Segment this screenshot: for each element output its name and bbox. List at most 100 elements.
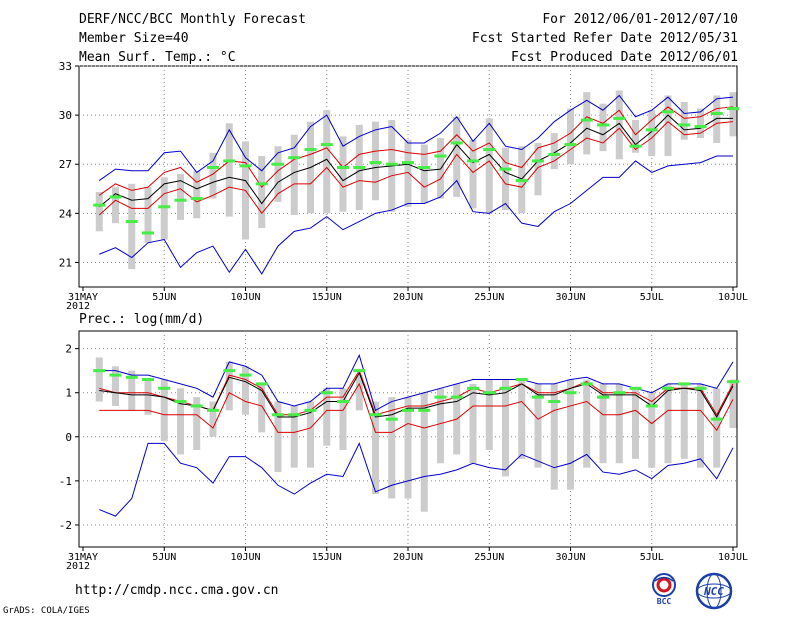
prec-climatology-mark <box>450 395 463 399</box>
temp-range-bar <box>160 177 168 240</box>
prec-series-ensemble-min <box>99 442 734 517</box>
temp-series-ensemble-mean <box>98 114 733 208</box>
prec-climatology-mark <box>613 391 626 395</box>
prec-climatology-mark <box>548 400 561 404</box>
temp-range-bar <box>664 95 672 157</box>
temp-range-bar <box>339 136 347 212</box>
prec-climatology-mark <box>255 382 268 386</box>
ncc-logo-text: NCC <box>703 585 724 598</box>
prec-series-spread-lower <box>99 382 734 433</box>
temp-series-spread-upper <box>98 106 734 196</box>
prec-climatology-mark <box>385 417 398 421</box>
prec-range-bar <box>615 383 623 464</box>
prec-chart: 31MAY 5JUN 10JUN 15JUN 20JUN 25JUN 30JUN 5JUL 10… <box>59 312 748 572</box>
prec-climatology-mark <box>288 413 301 417</box>
header-right: For 2012/06/01-2012/07/10 Fcst Started R… <box>472 12 738 69</box>
temp-climatology-mark <box>645 128 658 132</box>
prec-x-tick-label: 31MAY <box>68 552 98 563</box>
header-left: DERF/NCC/BCC Monthly Forecast Member Siz… <box>79 12 306 69</box>
prec-range-bar <box>388 397 396 499</box>
prec-climatology-mark <box>434 395 447 399</box>
temp-range-bar <box>713 95 721 143</box>
temp-y-tick-label: 33 <box>59 60 72 73</box>
temp-climatology-mark <box>239 164 252 168</box>
prec-climatology-mark <box>727 380 739 384</box>
prec-climatology-mark <box>597 395 609 399</box>
temp-x-tick-label: 20JUN <box>393 292 423 303</box>
temp-range-bar <box>632 120 639 153</box>
temp-climatology-mark <box>125 220 138 224</box>
temp-climatology-mark <box>418 165 431 169</box>
temp-x-tick-label: 31MAY <box>68 292 98 303</box>
temp-range-bar <box>144 187 152 243</box>
prec-range-bar <box>632 388 639 459</box>
prec-climatology-mark <box>662 386 674 390</box>
bcc-logo: BCC <box>652 573 676 606</box>
prec-range-bar <box>648 392 656 468</box>
prec-range-bar <box>437 388 444 464</box>
temp-range-bar <box>274 146 282 202</box>
prec-x-tick-label: 30JUN <box>555 552 585 563</box>
prec-climatology-mark <box>678 382 691 386</box>
prec-range-bar <box>242 366 249 415</box>
prec-range-bar <box>420 392 428 512</box>
temp-series-spread-lower <box>98 120 734 216</box>
temp-climatology-mark <box>109 195 122 199</box>
prec-range-bar <box>95 357 103 402</box>
prec-range-bar <box>713 388 721 468</box>
prec-range-bar <box>290 405 298 468</box>
prec-range-bar <box>193 397 201 451</box>
temp-range-bar <box>209 152 217 199</box>
temp-climatology-mark <box>385 162 398 166</box>
prec-range-bar <box>680 383 688 459</box>
prec-x-tick-label: 25JUN <box>474 552 504 563</box>
prec-range-bar <box>144 379 152 415</box>
member-size: Member Size=40 <box>79 31 189 46</box>
prec-x-tick-label: 20JUN <box>393 552 423 563</box>
temp-range-bar <box>729 92 737 137</box>
temp-climatology-mark <box>710 111 723 115</box>
prec-x-tick-label: 5JUN <box>152 552 176 563</box>
prec-range-bar <box>372 401 379 495</box>
prec-x-tick-label: 10JUN <box>230 552 260 563</box>
temp-climatology-mark <box>207 165 219 169</box>
temp-climatology-mark <box>515 179 528 183</box>
prec-y-tick-label: 2 <box>65 343 72 356</box>
temp-climatology-mark <box>564 143 577 147</box>
prec-climatology-mark <box>402 408 414 412</box>
temp-climatology-mark <box>142 231 154 235</box>
prec-climatology-mark <box>564 391 577 395</box>
temp-climatology-mark <box>174 198 187 202</box>
prec-range-bar <box>534 383 542 468</box>
temp-range-bar <box>225 123 233 217</box>
prec-climatology-mark <box>223 369 236 373</box>
prec-range-bar <box>177 388 184 455</box>
temp-range-bar <box>453 116 461 197</box>
prec-climatology-mark <box>239 373 252 377</box>
temp-climatology-mark <box>320 143 333 147</box>
temp-climatology-mark <box>158 205 171 209</box>
temp-climatology-mark <box>190 197 203 201</box>
prec-range-bar <box>307 401 314 468</box>
temp-range-bar <box>290 134 298 215</box>
temp-range-bar <box>583 92 591 155</box>
prec-series-ensemble-max <box>99 353 734 412</box>
prec-range-bar <box>599 383 607 464</box>
source-url[interactable]: http://cmdp.ncc.cma.gov.cn <box>75 583 279 598</box>
temp-climatology-mark <box>580 118 593 122</box>
temp-series-ensemble-max <box>98 94 734 182</box>
temp-climatology-mark <box>499 167 512 171</box>
temp-range-bar <box>697 108 704 139</box>
prec-y-tick-label: -1 <box>59 475 72 488</box>
chart-source-title: DERF/NCC/BCC Monthly Forecast <box>79 12 306 27</box>
prec-climatology-mark <box>418 408 431 412</box>
temp-series-ensemble-min <box>99 155 733 275</box>
temp-range-bar <box>128 183 136 269</box>
prec-climatology-mark <box>337 400 349 404</box>
prec-climatology-mark <box>710 417 723 421</box>
prec-y-tick-label: 0 <box>65 431 72 444</box>
temp-range-bar <box>550 133 558 170</box>
prec-range-bar <box>664 383 672 464</box>
temp-range-bar <box>177 174 184 220</box>
prec-climatology-mark <box>304 408 317 412</box>
